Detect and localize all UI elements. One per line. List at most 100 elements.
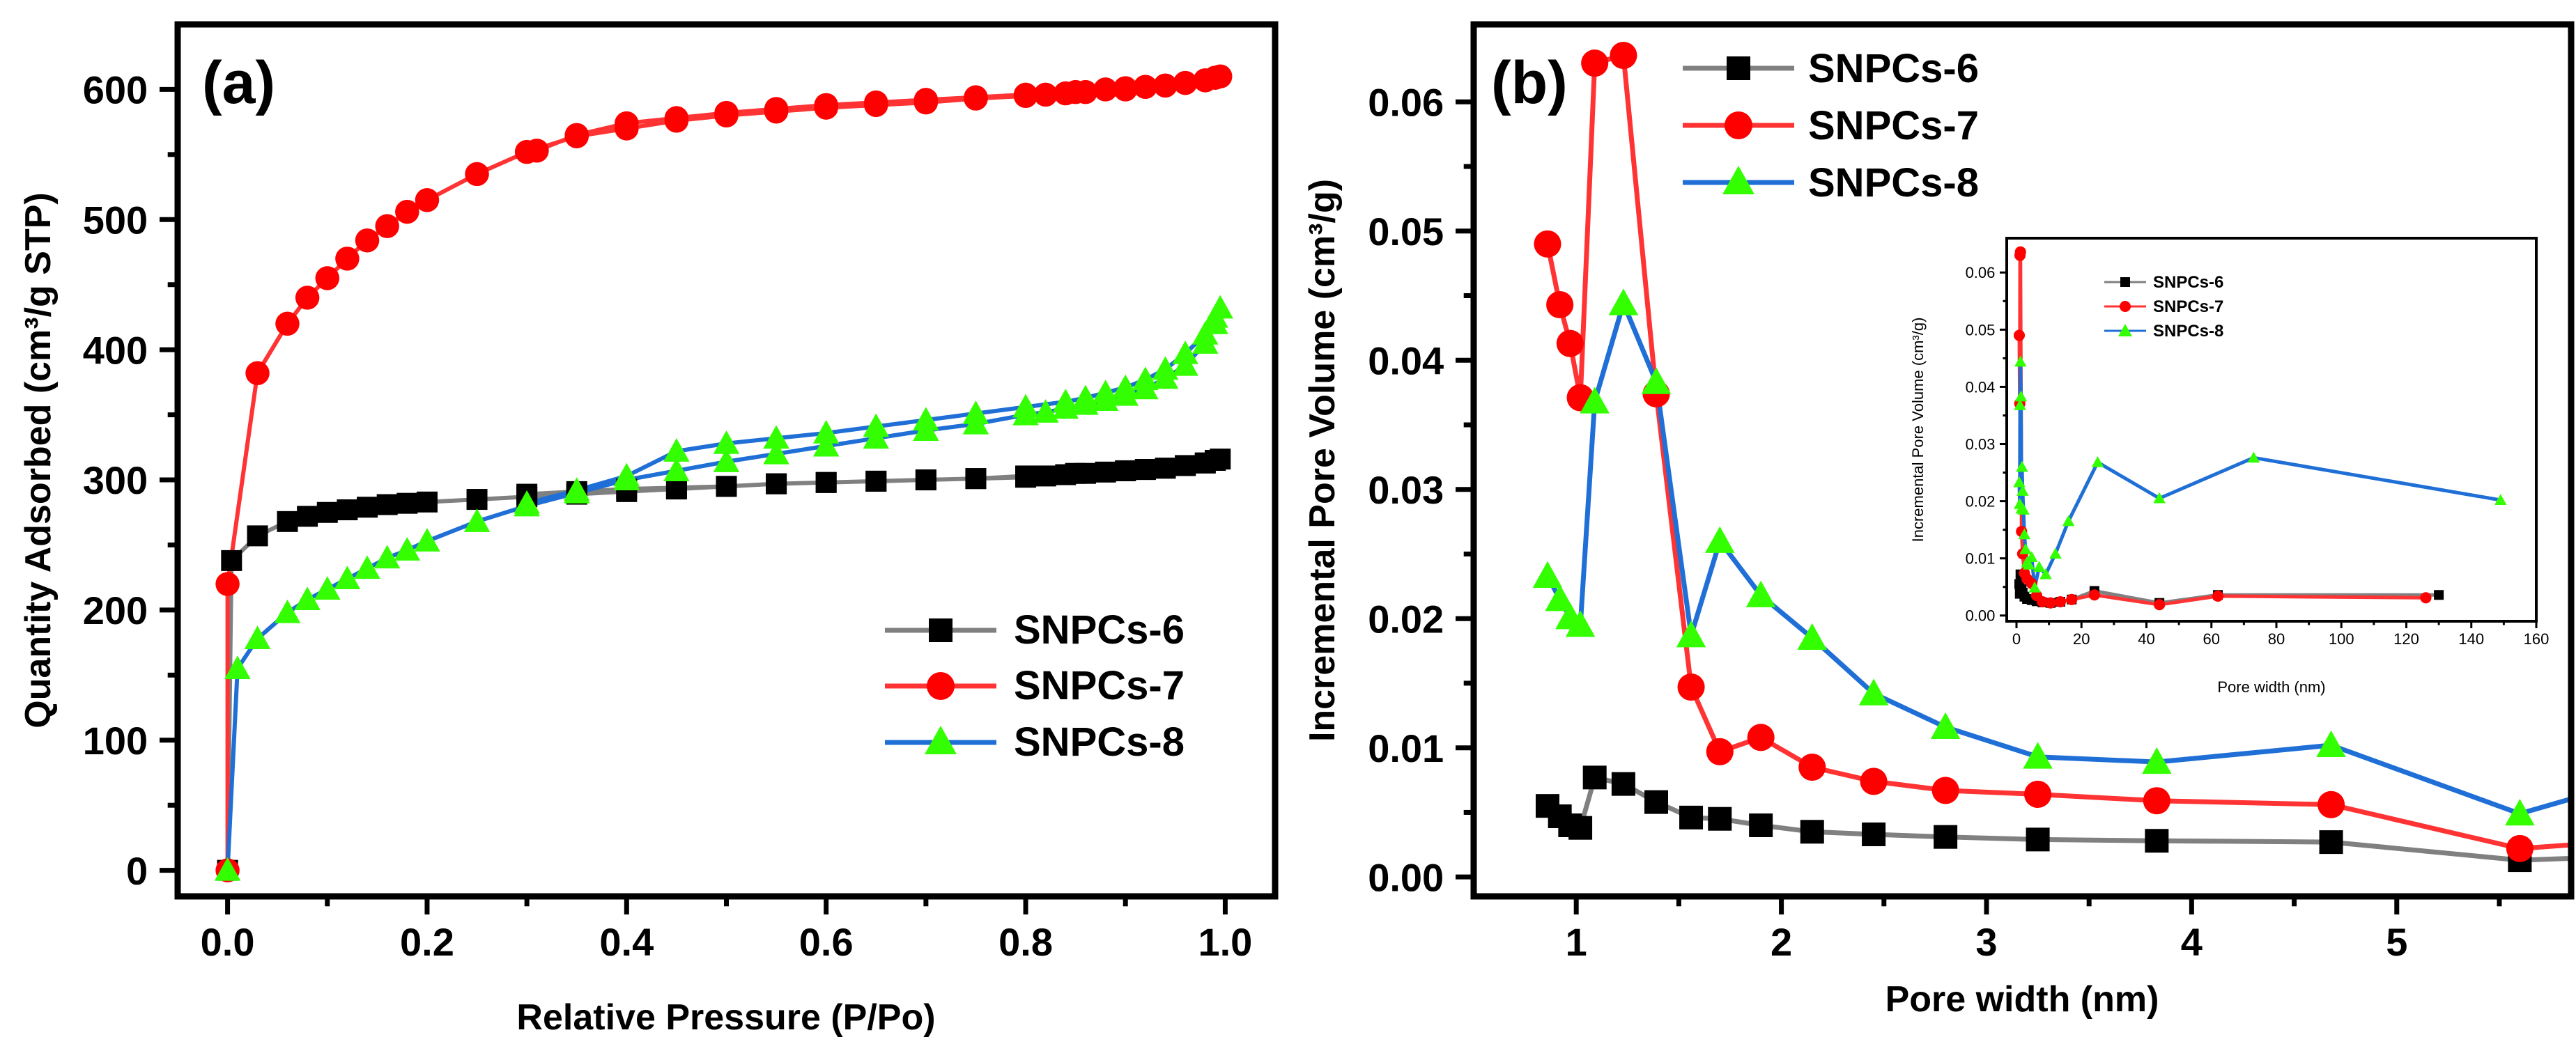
panel-b-point-snpcs-7 (1546, 290, 1574, 319)
panel-a-point-snpcs-6 (865, 470, 887, 492)
panel-a-point-snpcs-7 (1063, 79, 1088, 104)
panel-b-x-tick-label: 5 (2386, 920, 2407, 964)
panel-a-point-snpcs-8 (1152, 356, 1179, 380)
panel-a-point-snpcs-8 (514, 490, 540, 514)
panel-a-x-tick-label: 1.0 (1198, 920, 1252, 964)
legend-label-snpcs-7: SNPCs-7 (1014, 663, 1185, 708)
panel-b-point-snpcs-8 (1565, 610, 1596, 637)
panel-a-point-snpcs-7 (415, 188, 440, 212)
inset-series-markers (2013, 246, 2507, 611)
panel-a-x-tick-label: 0.4 (599, 920, 654, 964)
inset-point-snpcs-8 (2062, 515, 2075, 527)
panel-b-x-ticks: 1 2 3 4 5 (1566, 896, 2502, 964)
inset-point-snpcs-7 (2013, 329, 2026, 341)
inset-x-tick-label: 100 (2329, 630, 2354, 648)
legend-entry-snpcs-7: SNPCs-7 (885, 663, 1185, 708)
inset-x-tick-label: 160 (2524, 630, 2550, 648)
panel-b-y-tick-label: 0.06 (1368, 80, 1444, 124)
panel-b-point-snpcs-6 (2319, 830, 2343, 855)
panel-b-x-tick-label: 3 (1975, 920, 1997, 964)
legend-marker-snpcs-6 (929, 618, 952, 642)
panel-a-point-snpcs-7 (375, 214, 399, 238)
panel-a-point-snpcs-7 (1093, 77, 1118, 102)
panel-b-point-snpcs-6 (1749, 813, 1773, 837)
panel-a-point-snpcs-8 (463, 508, 491, 532)
inset-point-snpcs-7 (2066, 593, 2078, 605)
panel-b-point-snpcs-7 (1931, 777, 1959, 804)
panel-b-point-snpcs-8 (1858, 678, 1889, 706)
panel-b-point-snpcs-7 (1706, 738, 1734, 765)
panel-a-point-snpcs-8 (563, 477, 590, 501)
inset-y-ticks: 0.00 0.01 0.02 0.03 0.04 0.05 0.06 (1966, 264, 2007, 625)
panel-b-x-tick-label: 1 (1566, 920, 1587, 964)
panel-a-point-snpcs-6 (416, 491, 438, 513)
panel-b-point-snpcs-8 (1532, 561, 1563, 589)
panel-b-point-snpcs-6 (1568, 816, 1593, 840)
panel-b-point-snpcs-6 (1862, 822, 1886, 846)
legend-marker-snpcs-8 (1722, 166, 1754, 194)
inset-legend-marker-snpcs-7 (2120, 301, 2131, 312)
panel-a-point-snpcs-7 (764, 97, 789, 121)
inset-legend-label-snpcs-8: SNPCs-8 (2153, 322, 2223, 341)
panel-a-point-snpcs-7 (525, 139, 549, 163)
panel-a-point-snpcs-6 (376, 494, 398, 515)
panel-b-y-tick-label: 0.01 (1368, 726, 1444, 770)
inset-x-tick-label: 140 (2458, 630, 2484, 648)
inset-point-snpcs-7 (2014, 246, 2026, 258)
legend-entry-snpcs-6: SNPCs-6 (1683, 46, 1979, 91)
inset-point-snpcs-8 (2247, 451, 2260, 463)
legend-label-snpcs-8: SNPCs-8 (1014, 719, 1185, 765)
panel-a-plot-area (214, 64, 1233, 882)
panel-b-point-snpcs-7 (1534, 230, 1561, 258)
panel-b-y-tick-label: 0.04 (1368, 338, 1444, 382)
legend-entry-snpcs-8: SNPCs-8 (1683, 160, 1979, 205)
panel-a-point-snpcs-7 (1013, 82, 1038, 107)
panel-a-point-snpcs-6 (1035, 465, 1056, 487)
legend-label-snpcs-7: SNPCs-7 (1808, 103, 1979, 148)
inset-point-snpcs-8 (2028, 581, 2041, 593)
panel-a-point-snpcs-6 (316, 501, 338, 523)
inset-y-tick-label: 0.06 (1966, 264, 1996, 281)
panel-a-point-snpcs-8 (1092, 380, 1119, 403)
panel-a-x-tick-label: 0.8 (998, 920, 1053, 964)
panel-a-point-snpcs-6 (1194, 452, 1216, 474)
panel-a-point-snpcs-8 (314, 576, 341, 600)
panel-a-x-tick-label: 0.6 (799, 920, 854, 964)
panel-b-point-snpcs-7 (1747, 724, 1775, 751)
panel-b-point-snpcs-6 (1934, 825, 1958, 849)
panel-b-point-snpcs-8 (1797, 623, 1827, 650)
inset-legend-label-snpcs-7: SNPCs-7 (2153, 297, 2223, 316)
inset-point-snpcs-8 (2091, 456, 2104, 467)
panel-b-point-snpcs-7 (2317, 790, 2345, 818)
inset-point-snpcs-8 (2494, 494, 2507, 505)
panel-a-point-snpcs-8 (713, 449, 740, 472)
inset-point-snpcs-7 (2044, 597, 2056, 609)
panel-a-point-snpcs-7 (295, 286, 320, 310)
panel-b-y-tick-label: 0.02 (1368, 597, 1444, 641)
inset-point-snpcs-8 (2016, 460, 2028, 472)
panel-a-point-snpcs-8 (334, 566, 361, 590)
inset-x-tick-label: 40 (2138, 630, 2154, 648)
panel-a-point-snpcs-8 (274, 599, 301, 623)
panel-b-point-snpcs-8 (2505, 799, 2535, 826)
inset-x-tick-label: 120 (2393, 630, 2419, 648)
panel-b-x-axis-title: Pore width (nm) (1885, 979, 2159, 1020)
panel-a-point-snpcs-6 (766, 473, 787, 494)
inset-point-snpcs-8 (2033, 561, 2046, 572)
inset-point-snpcs-8 (2049, 547, 2062, 559)
panel-a-point-snpcs-8 (1012, 394, 1039, 418)
panel-a-point-snpcs-7 (215, 572, 240, 596)
panel-a: 0.0 0.2 0.4 0.6 0.8 1.0 0 100 200 300 400 500 600 (… (18, 21, 1279, 1038)
panel-b-legend: SNPCs-6 SNPCs-7 SNPCs-8 (1683, 46, 1979, 205)
panel-a-point-snpcs-6 (221, 550, 242, 571)
inset-x-ticks: 0 20 40 60 80 100 120 140 160 (2012, 621, 2549, 648)
panel-b-point-snpcs-8 (1930, 712, 1961, 740)
inset-legend-entry-snpcs-8: SNPCs-8 (2104, 322, 2223, 341)
panel-b-label: (b) (1491, 49, 1568, 116)
inset-point-snpcs-8 (2013, 476, 2026, 488)
panel-a-point-snpcs-7 (1133, 75, 1158, 99)
panel-a-point-snpcs-8 (812, 433, 840, 457)
inset-point-snpcs-8 (2153, 492, 2166, 504)
panel-a-series-markers (214, 64, 1233, 882)
